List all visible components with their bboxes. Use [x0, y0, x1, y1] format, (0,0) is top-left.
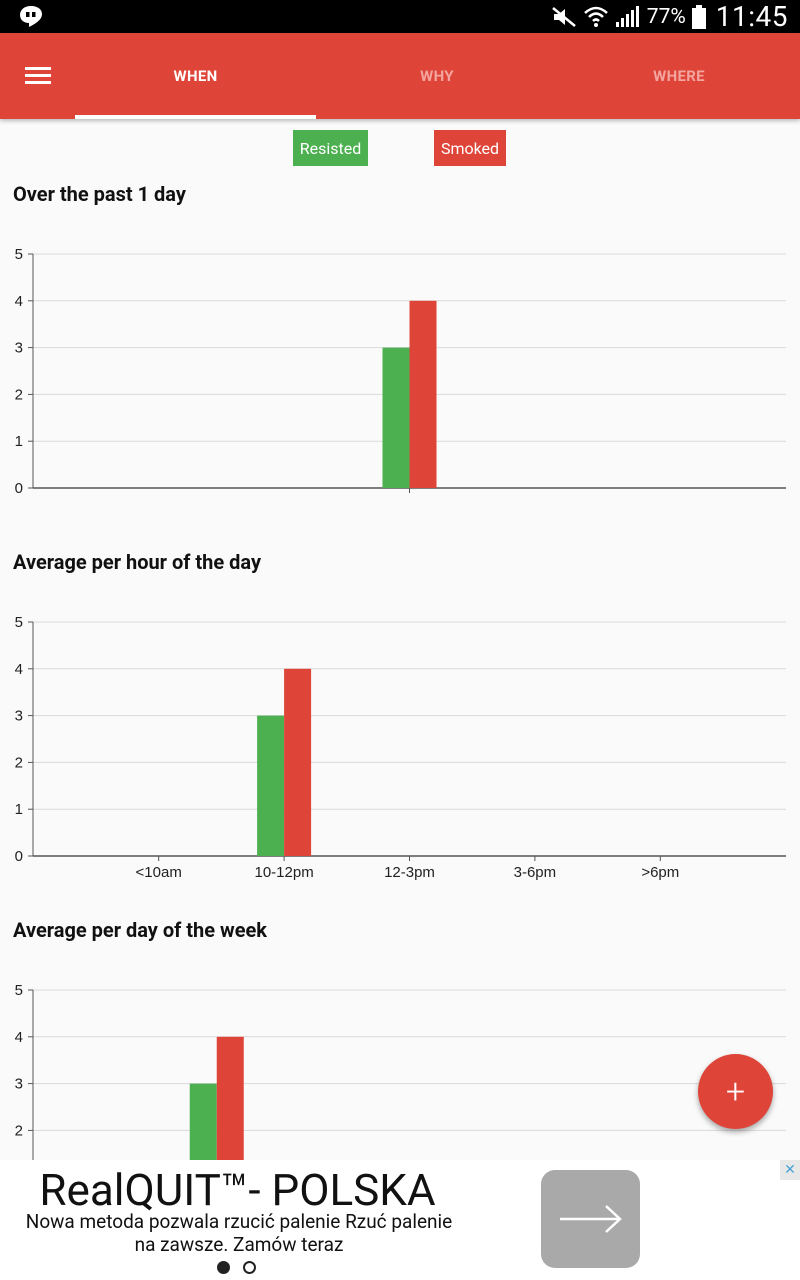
bar-resisted: [382, 347, 410, 488]
chart-svg: 0 1 2 3 4 5 <10am 10-12pm 12-3pm 3-6pm >6pm: [15, 614, 786, 881]
y-tick-label: 2: [15, 386, 23, 403]
y-tick-label: 3: [15, 340, 23, 357]
chart-per-weekday: 2 3 4 5: [0, 976, 800, 1166]
y-tick-label: 5: [15, 246, 23, 263]
ad-open-button[interactable]: [541, 1170, 640, 1268]
battery-percent: 77%: [646, 4, 686, 29]
hangouts-notification-icon: [20, 6, 42, 27]
x-tick-label: 12-3pm: [384, 864, 435, 881]
bar-smoked: [216, 1036, 244, 1160]
tab-why[interactable]: WHY: [420, 67, 454, 85]
ad-body-line2: na zawsze. Zamów teraz: [134, 1233, 344, 1256]
legend-resisted: Resisted: [293, 130, 368, 166]
ad-banner[interactable]: RealQUIT™- POLSKA Nowa metoda pozwala rz…: [0, 1160, 800, 1280]
chart-per-hour: 0 1 2 3 4 5 <10am 10-12pm 12-3pm 3-6pm >6pm: [0, 608, 800, 888]
y-tick-label: 5: [15, 614, 23, 631]
clock: 11:45: [715, 0, 788, 33]
chart-past-day: 0 1 2 3 4 5: [0, 240, 800, 510]
bar-smoked: [284, 668, 312, 856]
y-tick-label: 0: [15, 848, 23, 865]
signal-icon: [615, 5, 639, 27]
legend-smoked: Smoked: [434, 130, 506, 166]
x-tick-label: 10-12pm: [254, 864, 313, 881]
x-tick-label: <10am: [136, 864, 182, 881]
tab-when[interactable]: WHEN: [173, 67, 218, 85]
ad-headline[interactable]: RealQUIT™- POLSKA: [39, 1164, 436, 1216]
arrow-right-icon: [559, 1205, 622, 1233]
chart-svg: 2 3 4 5: [15, 982, 786, 1160]
ad-close-icon[interactable]: ✕: [780, 1160, 800, 1180]
ad-page-dot-active: [217, 1261, 230, 1274]
bar-resisted: [189, 1083, 217, 1160]
ad-page-dot: [243, 1261, 256, 1274]
mute-icon: [551, 6, 576, 27]
y-tick-label: 3: [15, 1076, 23, 1093]
x-tick-label: 3-6pm: [514, 864, 557, 881]
app-bar: WHEN WHY WHERE: [0, 33, 800, 119]
menu-icon[interactable]: [20, 63, 56, 89]
y-tick-label: 5: [15, 982, 23, 999]
bar-resisted: [257, 715, 285, 856]
chart-title-past-day: Over the past 1 day: [13, 182, 186, 206]
y-tick-label: 2: [15, 1122, 23, 1139]
ad-body[interactable]: Nowa metoda pozwala rzucić palenie Rzuć …: [0, 1210, 478, 1256]
y-tick-label: 1: [15, 433, 23, 450]
tab-indicator: [75, 115, 316, 119]
status-bar: 77% 11:45: [0, 0, 800, 33]
chart-svg: 0 1 2 3 4 5: [15, 246, 786, 497]
battery-icon: [691, 4, 706, 29]
wifi-icon: [583, 6, 608, 27]
add-entry-button[interactable]: +: [698, 1054, 773, 1129]
y-tick-label: 3: [15, 708, 23, 725]
bar-smoked: [409, 300, 437, 488]
chart-title-per-hour: Average per hour of the day: [13, 550, 262, 574]
chart-title-per-weekday: Average per day of the week: [13, 918, 267, 942]
y-tick-label: 4: [15, 1029, 23, 1046]
y-tick-label: 4: [15, 661, 23, 678]
ad-body-line1: Nowa metoda pozwala rzucić palenie Rzuć …: [25, 1210, 453, 1233]
y-tick-label: 2: [15, 754, 23, 771]
y-tick-label: 0: [15, 480, 23, 497]
tab-where[interactable]: WHERE: [653, 67, 705, 85]
y-tick-label: 1: [15, 801, 23, 818]
y-tick-label: 4: [15, 293, 23, 310]
x-tick-label: >6pm: [641, 864, 679, 881]
